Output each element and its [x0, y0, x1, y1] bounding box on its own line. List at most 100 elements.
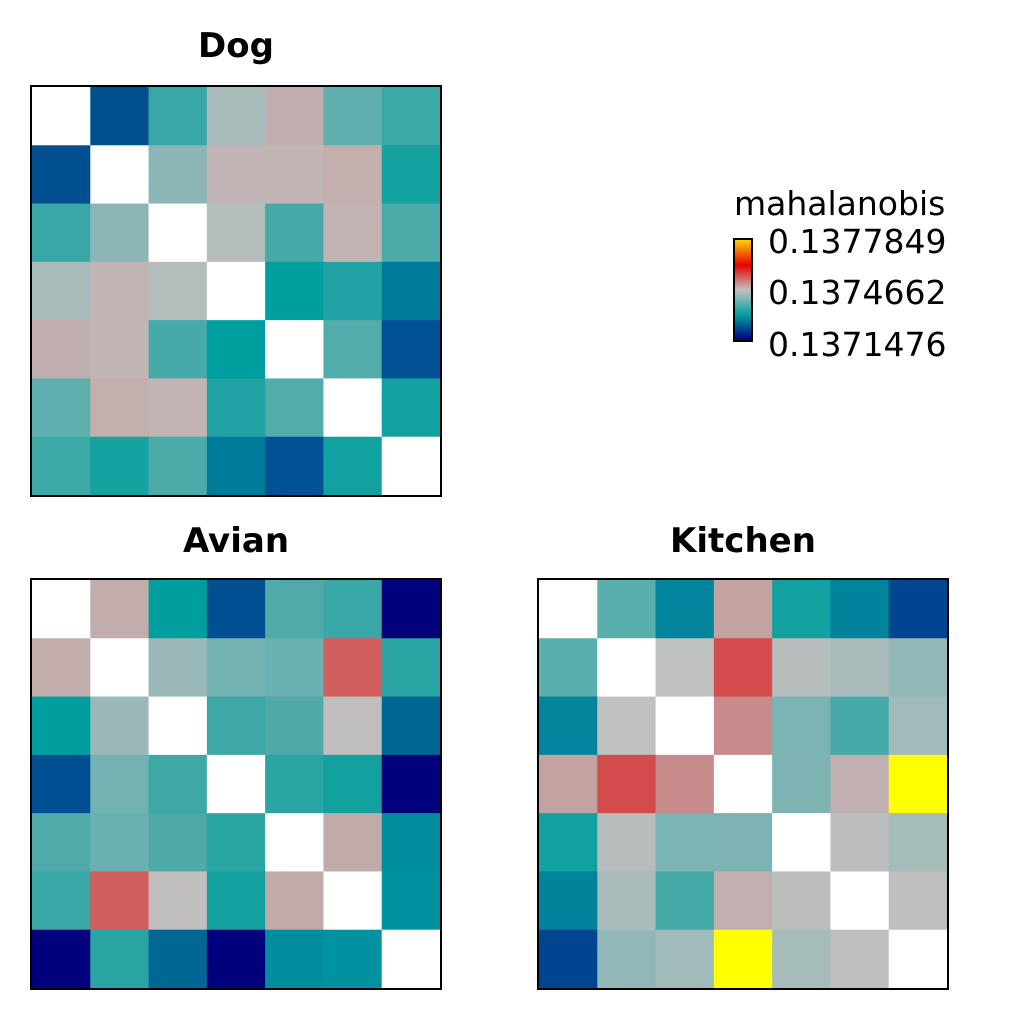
legend-title: mahalanobis: [734, 184, 946, 223]
heatmap-cell: [90, 813, 150, 872]
heatmap-cell: [265, 320, 324, 379]
heatmap-cell: [206, 580, 266, 639]
heatmap-cell: [32, 378, 91, 438]
heatmap-cell: [206, 203, 266, 263]
heatmap-cell: [32, 436, 91, 495]
heatmap-cell: [265, 754, 324, 814]
heatmap-cell: [830, 638, 890, 698]
heatmap-cell: [323, 696, 383, 756]
heatmap-cell: [148, 754, 208, 814]
kitchen-panel-title: Kitchen: [670, 521, 816, 561]
heatmap-cell: [713, 696, 773, 756]
heatmap-cell: [830, 696, 890, 756]
heatmap-cell: [381, 929, 440, 988]
heatmap-cell: [539, 871, 598, 931]
heatmap-cell: [323, 436, 383, 495]
heatmap-cell: [90, 929, 150, 988]
heatmap-cell: [206, 261, 266, 321]
avian-heatmap: [30, 578, 442, 990]
heatmap-cell: [90, 696, 150, 756]
heatmap-cell: [597, 871, 657, 931]
heatmap-cell: [265, 436, 324, 495]
heatmap-cell: [148, 929, 208, 988]
heatmap-cell: [32, 871, 91, 931]
heatmap-cell: [888, 929, 947, 988]
heatmap-cell: [148, 378, 208, 438]
heatmap-cell: [381, 87, 440, 146]
heatmap-cell: [148, 696, 208, 756]
heatmap-cell: [323, 754, 383, 814]
heatmap-cell: [539, 638, 598, 698]
heatmap-cell: [265, 813, 324, 872]
heatmap-cell: [381, 638, 440, 698]
heatmap-cell: [148, 813, 208, 872]
heatmap-cell: [381, 320, 440, 379]
heatmap-cell: [381, 580, 440, 639]
heatmap-cell: [381, 145, 440, 205]
heatmap-cell: [206, 320, 266, 379]
heatmap-cell: [90, 580, 150, 639]
heatmap-cell: [32, 696, 91, 756]
heatmap-cell: [206, 929, 266, 988]
heatmap-cell: [206, 436, 266, 495]
heatmap-cell: [265, 638, 324, 698]
kitchen-heatmap: [537, 578, 949, 990]
heatmap-cell: [888, 871, 947, 931]
heatmap-cell: [206, 813, 266, 872]
heatmap-cell: [206, 378, 266, 438]
heatmap-cell: [830, 813, 890, 872]
heatmap-cell: [148, 436, 208, 495]
heatmap-cell: [265, 261, 324, 321]
heatmap-cell: [830, 929, 890, 988]
heatmap-cell: [265, 87, 324, 146]
heatmap-cell: [655, 696, 715, 756]
heatmap-cell: [381, 871, 440, 931]
heatmap-cell: [888, 696, 947, 756]
heatmap-cell: [32, 203, 91, 263]
heatmap-cell: [539, 813, 598, 872]
heatmap-cell: [148, 87, 208, 146]
heatmap-cell: [323, 145, 383, 205]
heatmap-cell: [265, 203, 324, 263]
heatmap-cell: [888, 580, 947, 639]
heatmap-cell: [888, 638, 947, 698]
dog-heatmap-cells: [32, 87, 440, 495]
heatmap-cell: [772, 638, 831, 698]
heatmap-cell: [597, 929, 657, 988]
heatmap-cell: [32, 929, 91, 988]
heatmap-cell: [90, 145, 150, 205]
heatmap-cell: [206, 754, 266, 814]
heatmap-cell: [539, 580, 598, 639]
heatmap-cell: [323, 378, 383, 438]
heatmap-cell: [32, 261, 91, 321]
heatmap-cell: [888, 754, 947, 814]
heatmap-cell: [90, 871, 150, 931]
avian-heatmap-cells: [32, 580, 440, 988]
heatmap-cell: [772, 754, 831, 814]
heatmap-cell: [32, 813, 91, 872]
heatmap-cell: [597, 696, 657, 756]
heatmap-cell: [381, 813, 440, 872]
heatmap-cell: [381, 203, 440, 263]
heatmap-cell: [90, 261, 150, 321]
heatmap-cell: [323, 638, 383, 698]
heatmap-cell: [713, 580, 773, 639]
legend-mid-label: 0.1374662: [768, 273, 947, 312]
heatmap-cell: [597, 813, 657, 872]
heatmap-cell: [32, 145, 91, 205]
heatmap-cell: [148, 145, 208, 205]
heatmap-cell: [655, 871, 715, 931]
heatmap-cell: [265, 929, 324, 988]
legend-max-label: 0.1377849: [768, 222, 947, 261]
legend-min-label: 0.1371476: [768, 325, 947, 364]
heatmap-cell: [323, 871, 383, 931]
heatmap-cell: [655, 813, 715, 872]
legend-colorbar: [733, 238, 753, 342]
heatmap-cell: [772, 813, 831, 872]
heatmap-cell: [381, 378, 440, 438]
heatmap-cell: [265, 145, 324, 205]
heatmap-cell: [148, 203, 208, 263]
heatmap-cell: [323, 261, 383, 321]
heatmap-cell: [323, 87, 383, 146]
heatmap-cell: [32, 580, 91, 639]
